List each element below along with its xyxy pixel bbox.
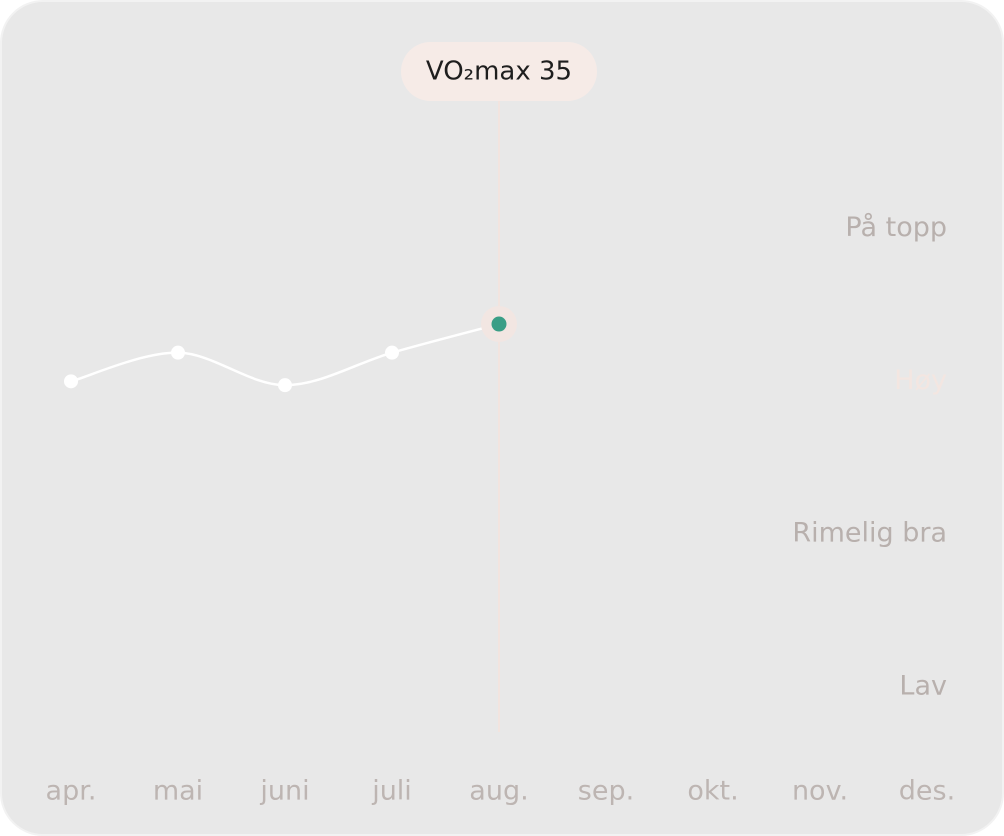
x-tick-label: mai xyxy=(153,776,203,807)
point xyxy=(64,374,78,389)
point xyxy=(491,316,507,332)
x-tick-label: juni xyxy=(259,776,309,807)
x-tick-label: juli xyxy=(371,776,412,807)
y-tick-label: Høy xyxy=(894,365,947,396)
y-tick-label: Rimelig bra xyxy=(792,518,947,549)
y-tick-label: På topp xyxy=(845,212,947,243)
point xyxy=(171,345,185,360)
x-tick-label: okt. xyxy=(687,776,738,807)
tooltip xyxy=(401,42,597,101)
point xyxy=(385,345,399,360)
tooltip-label: VO₂max 35 xyxy=(426,57,572,87)
y-tick-label: Lav xyxy=(899,671,947,702)
x-tick-label: des. xyxy=(899,776,955,807)
x-tick-label: apr. xyxy=(46,776,97,807)
point xyxy=(278,378,292,393)
x-tick-label: nov. xyxy=(792,776,848,807)
x-tick-label: sep. xyxy=(578,776,634,807)
x-tick-label: aug. xyxy=(469,776,528,807)
